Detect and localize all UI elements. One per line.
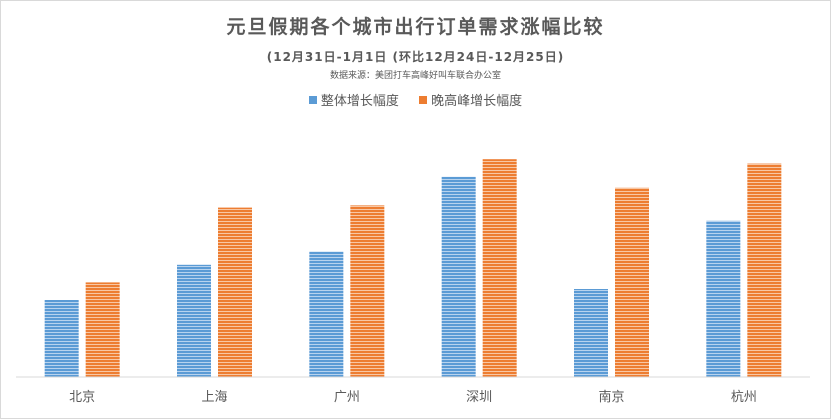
legend-label-evening-peak: 晚高峰增长幅度 xyxy=(431,94,523,109)
bars-group xyxy=(44,159,782,377)
x-tick-label-2: 广州 xyxy=(334,390,360,405)
legend-entry-evening-peak: 晚高峰增长幅度 xyxy=(419,90,522,109)
chart-legend: 整体增长幅度 晚高峰增长幅度 xyxy=(0,90,831,109)
chart-subtitle: (12月31日-1月1日 (环比12月24日-12月25日) xyxy=(266,50,565,64)
bar-overall-4 xyxy=(574,289,608,377)
x-tick-label-0: 北京 xyxy=(69,390,95,405)
x-tick-label-5: 杭州 xyxy=(731,390,757,405)
bar-overall-3 xyxy=(441,176,476,377)
bar-overall-2 xyxy=(309,251,344,377)
bar-evening-peak-2 xyxy=(350,205,385,377)
chart-title: 元旦假期各个城市出行订单需求涨幅比较 xyxy=(226,16,605,38)
bar-evening-peak-0 xyxy=(85,282,120,377)
bar-overall-5 xyxy=(706,220,741,377)
x-axis-labels: 北京 上海 广州 深圳 南京 杭州 xyxy=(69,389,757,405)
legend-entry-overall: 整体增长幅度 xyxy=(308,90,399,109)
legend-label-overall: 整体增长幅度 xyxy=(320,94,399,109)
bar-overall-0 xyxy=(44,300,79,377)
x-tick-label-1: 上海 xyxy=(201,390,227,405)
bar-overall-1 xyxy=(177,264,211,377)
legend-swatch-overall xyxy=(308,96,317,104)
bar-evening-peak-4 xyxy=(615,187,649,377)
bar-evening-peak-5 xyxy=(747,163,782,377)
bar-evening-peak-1 xyxy=(218,207,252,377)
bar-evening-peak-3 xyxy=(482,159,517,377)
legend-swatch-evening-peak xyxy=(419,96,428,104)
x-tick-label-3: 深圳 xyxy=(466,390,492,405)
chart-source: 数据来源：美团打车高峰好叫车联合办公室 xyxy=(329,71,501,81)
x-tick-label-4: 南京 xyxy=(598,389,624,405)
